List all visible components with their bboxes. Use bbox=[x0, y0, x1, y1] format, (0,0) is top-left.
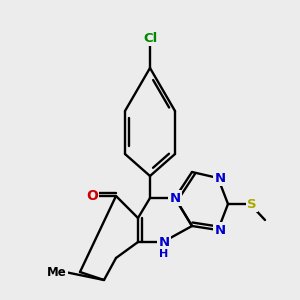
Text: O: O bbox=[86, 189, 98, 203]
Text: N: N bbox=[214, 224, 226, 236]
Text: N: N bbox=[158, 236, 169, 248]
Text: Me: Me bbox=[47, 266, 67, 278]
Text: N: N bbox=[214, 172, 226, 184]
Text: Cl: Cl bbox=[143, 32, 157, 44]
Text: H: H bbox=[159, 249, 169, 259]
Text: N: N bbox=[169, 191, 181, 205]
Text: S: S bbox=[247, 197, 257, 211]
